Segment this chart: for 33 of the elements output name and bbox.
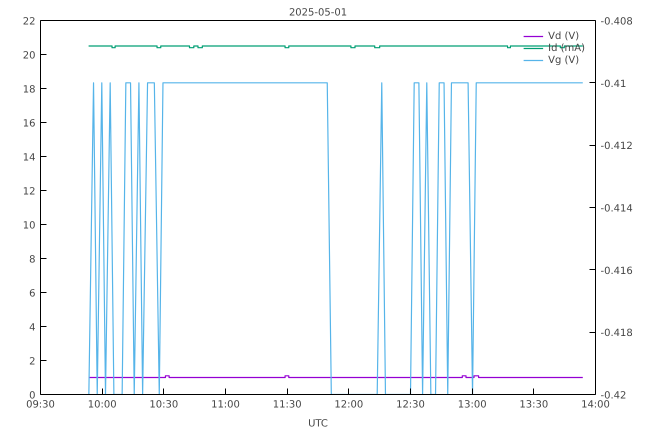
y-tick-label: 8 <box>29 254 36 266</box>
y2-tick-label: -0.408 <box>600 16 633 28</box>
y-tick-label: 4 <box>29 322 36 334</box>
y-tick-label: 12 <box>22 186 36 198</box>
x-tick-label: 11:30 <box>272 400 302 410</box>
y2-tick-label: -0.416 <box>600 266 633 277</box>
x-tick-label: 13:00 <box>458 400 487 410</box>
y-tick-label: 2 <box>29 356 36 368</box>
y-tick-label: 10 <box>22 220 36 232</box>
y-tick-label: 18 <box>22 84 36 96</box>
x-tick-label: 14:00 <box>581 400 610 410</box>
y-tick-label: 16 <box>22 118 36 130</box>
y-tick-label: 0 <box>29 390 36 402</box>
y2-tick-label: -0.41 <box>600 78 626 90</box>
y-tick-label: 6 <box>29 288 36 300</box>
chart-title: 2025-05-01 <box>288 8 348 18</box>
x-tick-label: 11:00 <box>211 400 240 410</box>
x-axis-title: UTC <box>308 418 328 430</box>
y-tick-label: 22 <box>22 16 36 28</box>
x-tick-label: 10:30 <box>149 400 178 410</box>
y2-tick-label: -0.414 <box>600 204 633 214</box>
y2-tick-label: -0.42 <box>600 390 626 402</box>
y-tick-label: 20 <box>22 50 36 62</box>
y-tick-label: 14 <box>22 152 36 164</box>
x-tick-label: 13:30 <box>519 400 548 410</box>
x-tick-label: 12:30 <box>396 400 425 410</box>
x-tick-label: 09:30 <box>26 400 55 410</box>
legend-label: Vg (V) <box>548 54 580 66</box>
legend-label: Vd (V) <box>548 30 580 42</box>
y2-tick-label: -0.418 <box>600 328 633 340</box>
x-tick-label: 10:00 <box>88 400 117 410</box>
y2-tick-label: -0.412 <box>600 141 633 152</box>
x-tick-label: 12:00 <box>334 400 364 410</box>
